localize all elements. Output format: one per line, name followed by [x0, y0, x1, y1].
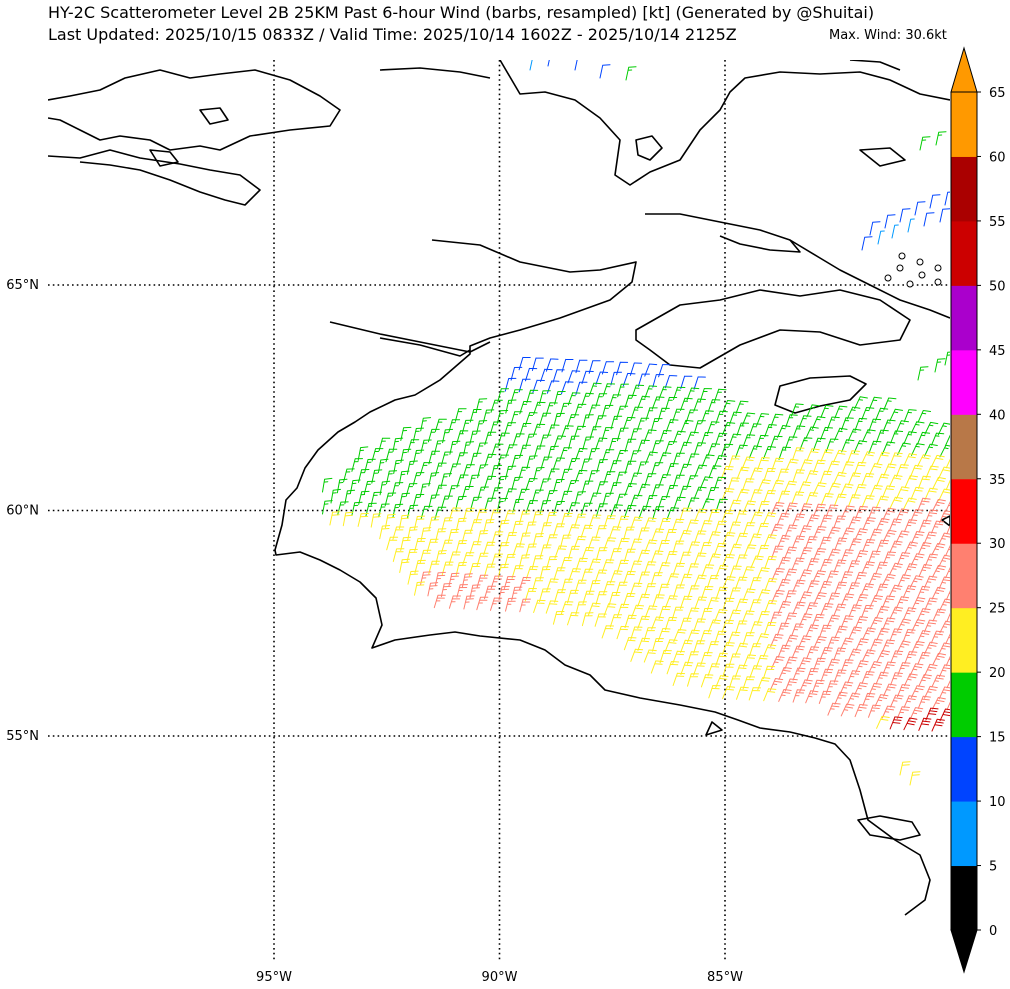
colorbar-tick-1: 5 — [989, 860, 997, 875]
colorbar-tick-4: 20 — [989, 666, 1006, 681]
colorbar-tick-2: 10 — [989, 795, 1006, 810]
colorbar-segment-9 — [951, 285, 977, 351]
lat-label-1: 60°N — [6, 504, 39, 519]
colorbar-segment-5 — [951, 543, 977, 609]
colorbar-tick-3: 15 — [989, 731, 1006, 746]
lon-label-2: 85°W — [707, 970, 743, 985]
colorbar-segment-4 — [951, 607, 977, 673]
colorbar-segment-2 — [951, 736, 977, 802]
colorbar-tick-9: 45 — [989, 344, 1006, 359]
colorbar-tick-6: 30 — [989, 537, 1006, 552]
colorbar-tick-8: 40 — [989, 408, 1006, 423]
colorbar-tick-13: 65 — [989, 86, 1006, 101]
colorbar-segment-10 — [951, 220, 977, 286]
colorbar-segment-12 — [951, 92, 977, 157]
colorbar-tick-7: 35 — [989, 473, 1006, 488]
colorbar-over-extend — [950, 46, 978, 93]
colorbar-tick-10: 50 — [989, 279, 1006, 294]
lat-label-0: 65°N — [6, 278, 39, 293]
colorbar-tick-5: 25 — [989, 602, 1006, 617]
map-title: HY-2C Scatterometer Level 2B 25KM Past 6… — [48, 3, 875, 22]
colorbar-under-extend — [950, 929, 978, 974]
colorbar-tick-12: 60 — [989, 150, 1006, 165]
colorbar-segment-1 — [951, 801, 977, 867]
wind-barbs — [322, 60, 950, 786]
colorbar-segment-0 — [951, 865, 977, 931]
colorbar-segment-8 — [951, 349, 977, 415]
colorbar-segment-3 — [951, 672, 977, 738]
lon-label-0: 95°W — [256, 970, 292, 985]
max-wind-label: Max. Wind: 30.6kt — [829, 28, 947, 43]
colorbar-tick-0: 0 — [989, 924, 997, 939]
graticule — [48, 60, 950, 962]
coastline — [48, 60, 950, 916]
lat-label-2: 55°N — [6, 729, 39, 744]
wind-speed-colorbar: 0 5 10 15 20 25 30 35 40 45 50 55 60 65 — [950, 46, 1006, 974]
axis-tick-labels: 65°N 60°N 55°N 95°W 90°W 85°W — [6, 278, 743, 985]
lon-label-1: 90°W — [482, 970, 518, 985]
colorbar-segment-6 — [951, 478, 977, 544]
valid-time-subtitle: Last Updated: 2025/10/15 0833Z / Valid T… — [48, 25, 737, 44]
colorbar-segment-11 — [951, 156, 977, 222]
colorbar-tick-11: 55 — [989, 215, 1006, 230]
colorbar-segment-7 — [951, 414, 977, 480]
